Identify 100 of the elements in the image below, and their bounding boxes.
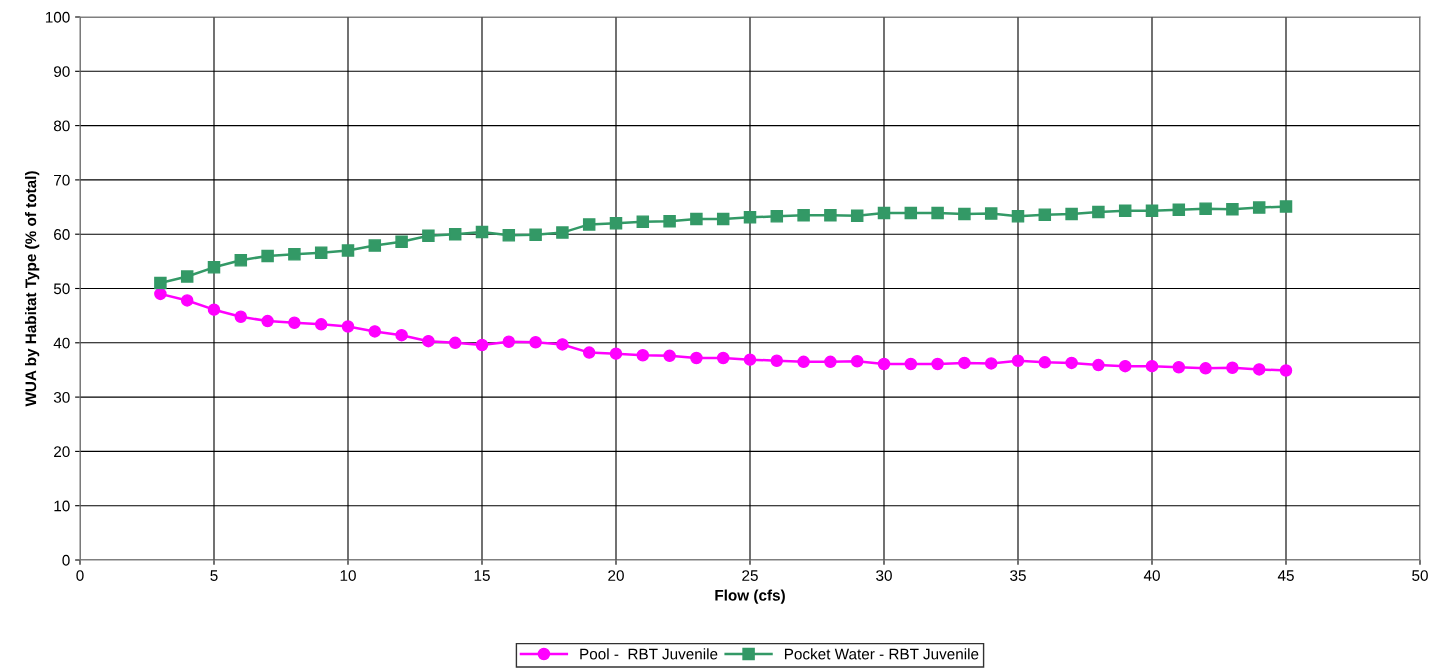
point: [958, 356, 971, 370]
x-tick-label: 20: [608, 570, 624, 581]
y-tick-label: 80: [53, 120, 70, 132]
point: [502, 335, 516, 348]
point: [368, 239, 382, 252]
point: [475, 338, 489, 352]
point: [743, 211, 757, 224]
point: [1145, 359, 1159, 373]
point: [1118, 204, 1132, 218]
point: [529, 336, 542, 349]
x-tick-label: 45: [1277, 570, 1294, 581]
point: [663, 349, 676, 363]
point: [1226, 361, 1239, 375]
y-tick-label: 50: [53, 283, 70, 295]
point: [984, 207, 998, 220]
point: [207, 303, 221, 316]
point: [1092, 358, 1105, 372]
point: [422, 334, 435, 348]
point: [314, 246, 328, 259]
point: [690, 212, 703, 226]
point: [234, 310, 248, 323]
point: [877, 357, 891, 371]
point: [582, 218, 596, 231]
point: [636, 215, 650, 228]
point: [1172, 360, 1186, 374]
x-tick-label: 10: [340, 570, 356, 581]
y-tick-label: 90: [54, 66, 70, 77]
point: [314, 318, 328, 331]
point: [636, 349, 650, 362]
point: [904, 206, 918, 220]
point: [931, 206, 944, 220]
point: [1038, 208, 1052, 221]
y-tick-label: 100: [45, 11, 70, 23]
point: [1145, 204, 1159, 218]
point: [1279, 364, 1293, 377]
point: [1118, 359, 1132, 373]
y-tick-label: 70: [54, 174, 70, 186]
point: [716, 351, 730, 365]
point: [475, 225, 489, 239]
point: [797, 355, 810, 369]
point: [904, 357, 918, 371]
point: [154, 276, 167, 290]
point: [984, 357, 998, 370]
point: [234, 254, 248, 267]
point: [743, 353, 757, 366]
point: [824, 208, 837, 222]
point: [261, 249, 274, 263]
point: [609, 347, 623, 360]
point: [663, 214, 676, 228]
point: [368, 325, 382, 338]
y-tick-label: 20: [54, 446, 70, 458]
point: [850, 209, 864, 222]
point: [609, 217, 623, 230]
point: [288, 316, 301, 329]
point: [154, 287, 167, 301]
point: [395, 235, 408, 249]
y-tick-label: 40: [53, 337, 70, 349]
x-axis-title: Flow (cfs): [715, 589, 785, 604]
x-tick-label: 35: [1010, 570, 1026, 581]
point: [288, 248, 301, 261]
point: [261, 314, 274, 328]
point: [529, 228, 542, 241]
point: [770, 210, 784, 223]
legend-label: Pool - RBT Juvenile: [580, 648, 718, 660]
x-tick-label: 25: [742, 570, 758, 581]
point: [1226, 202, 1239, 216]
point: [556, 338, 569, 351]
point: [958, 207, 971, 221]
point: [1252, 201, 1266, 214]
point: [1065, 207, 1078, 221]
y-tick-label: 0: [62, 554, 70, 566]
point: [556, 226, 569, 239]
x-tick-label: 15: [474, 570, 490, 581]
x-tick-label: 40: [1143, 570, 1160, 581]
point: [1199, 362, 1212, 375]
point: [180, 270, 194, 283]
point: [1279, 200, 1293, 213]
point: [797, 208, 810, 222]
point: [931, 357, 944, 371]
point: [1092, 205, 1105, 219]
y-tick-label: 60: [54, 229, 70, 240]
legend-label: Pocket Water - RBT Juvenile: [784, 648, 979, 660]
point: [1038, 356, 1052, 369]
point: [395, 328, 408, 342]
point: [422, 229, 435, 243]
x-tick-label: 30: [876, 570, 892, 581]
point: [582, 346, 596, 359]
point: [1011, 354, 1025, 367]
point: [1011, 210, 1025, 223]
point: [207, 261, 221, 274]
point: [690, 351, 703, 365]
x-tick-label: 5: [210, 570, 218, 581]
x-tick-label: 50: [1412, 570, 1428, 581]
point: [1065, 356, 1078, 370]
point: [448, 336, 462, 350]
point: [341, 244, 355, 257]
point: [1252, 363, 1266, 376]
point: [770, 354, 784, 367]
y-tick-label: 10: [54, 500, 70, 512]
point: [877, 206, 891, 220]
